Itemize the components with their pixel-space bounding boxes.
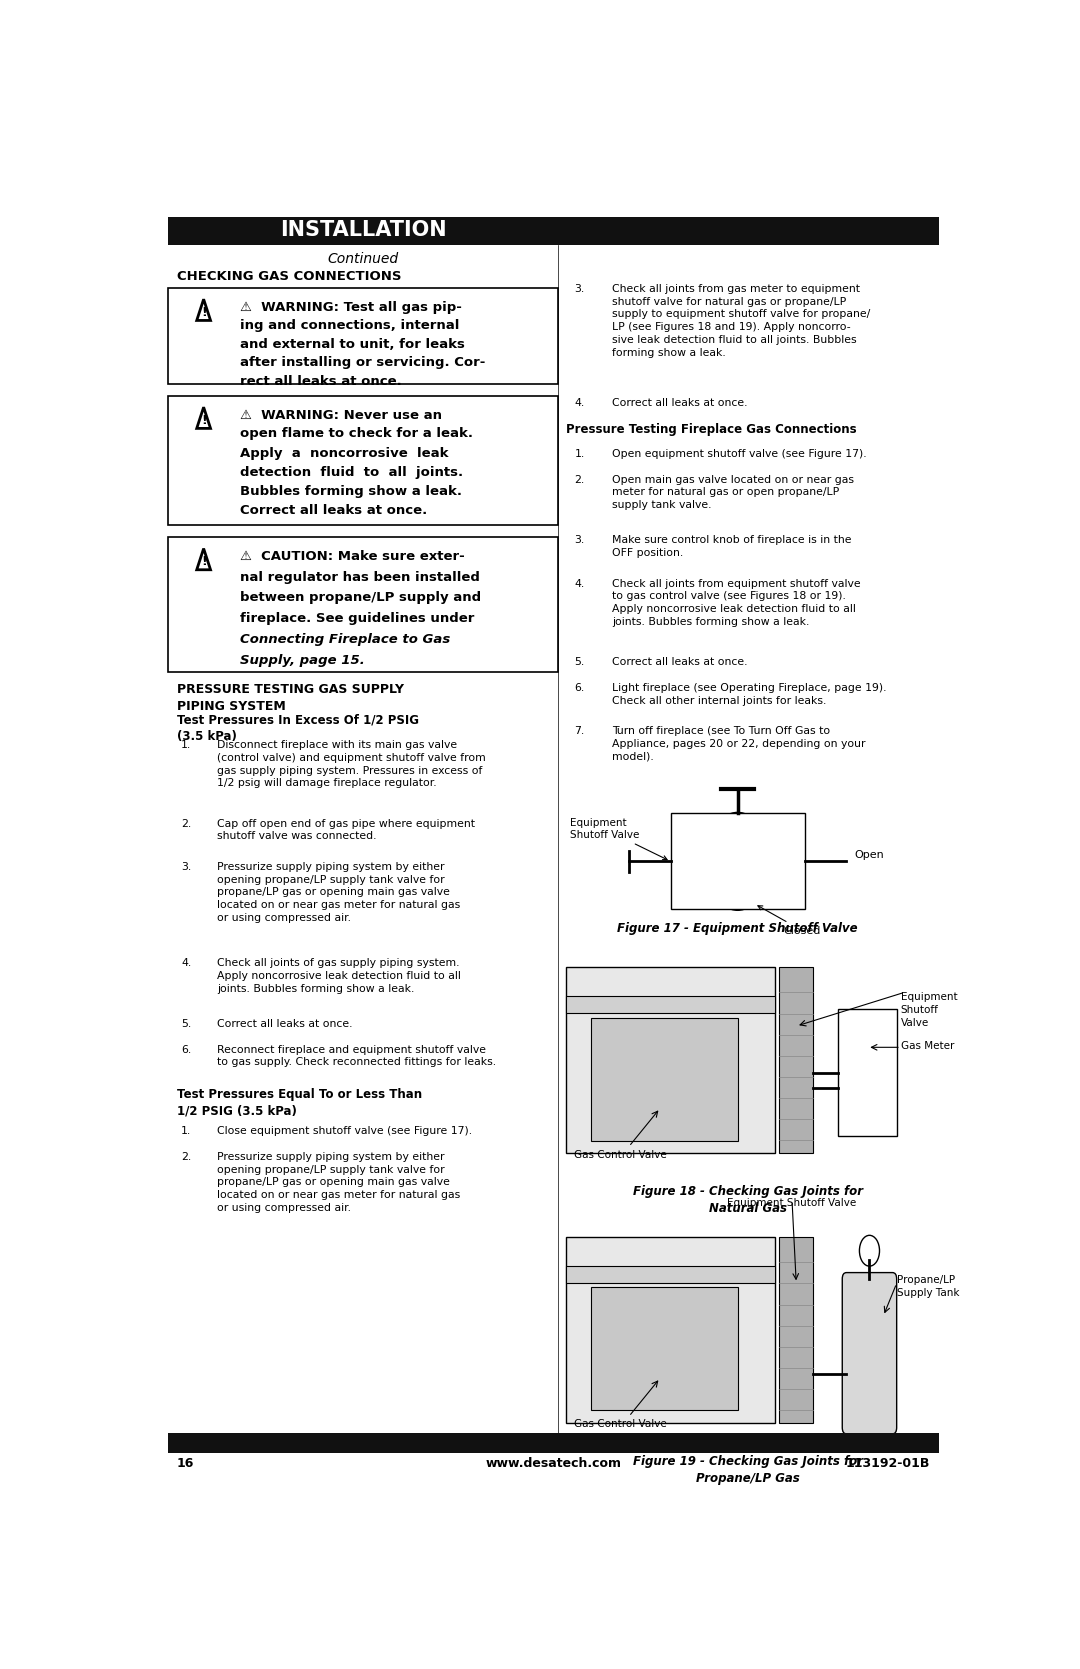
Text: ⚠  WARNING: Never use an: ⚠ WARNING: Never use an: [240, 409, 442, 422]
Text: Equipment Shutoff Valve: Equipment Shutoff Valve: [728, 1198, 856, 1208]
FancyBboxPatch shape: [566, 1237, 775, 1424]
Text: Apply  a  noncorrosive  leak: Apply a noncorrosive leak: [240, 447, 448, 459]
Text: Check all joints of gas supply piping system.
Apply noncorrosive leak detection : Check all joints of gas supply piping sy…: [217, 958, 461, 993]
Text: !: !: [201, 414, 206, 427]
Text: 6.: 6.: [575, 683, 584, 693]
Text: Figure 18 - Checking Gas Joints for
Natural Gas: Figure 18 - Checking Gas Joints for Natu…: [633, 1185, 863, 1215]
FancyBboxPatch shape: [671, 813, 805, 910]
Text: CHECKING GAS CONNECTIONS: CHECKING GAS CONNECTIONS: [177, 270, 402, 282]
Text: Gas Meter: Gas Meter: [901, 1041, 955, 1051]
Text: PRESSURE TESTING GAS SUPPLY
PIPING SYSTEM: PRESSURE TESTING GAS SUPPLY PIPING SYSTE…: [177, 684, 404, 713]
Text: Cap off open end of gas pipe where equipment
shutoff valve was connected.: Cap off open end of gas pipe where equip…: [217, 819, 475, 841]
FancyBboxPatch shape: [168, 1432, 939, 1454]
Text: Turn off fireplace (see To Turn Off Gas to
Appliance, pages 20 or 22, depending : Turn off fireplace (see To Turn Off Gas …: [612, 726, 865, 761]
FancyBboxPatch shape: [168, 537, 557, 673]
Text: Pressurize supply piping system by either
opening propane/LP supply tank valve f: Pressurize supply piping system by eithe…: [217, 861, 460, 923]
Text: Figure 17 - Equipment Shutoff Valve: Figure 17 - Equipment Shutoff Valve: [618, 921, 858, 935]
Text: Figure 19 - Checking Gas Joints for
Propane/LP Gas: Figure 19 - Checking Gas Joints for Prop…: [633, 1455, 863, 1485]
Text: Pressurize supply piping system by either
opening propane/LP supply tank valve f: Pressurize supply piping system by eithe…: [217, 1152, 460, 1213]
Text: Close equipment shutoff valve (see Figure 17).: Close equipment shutoff valve (see Figur…: [217, 1127, 472, 1137]
Text: 1.: 1.: [181, 1127, 191, 1137]
Text: Propane/LP
Supply Tank: Propane/LP Supply Tank: [896, 1275, 959, 1297]
Text: 5.: 5.: [181, 1020, 191, 1030]
Text: 16: 16: [177, 1457, 194, 1470]
FancyBboxPatch shape: [591, 1287, 738, 1410]
Text: 113192-01B: 113192-01B: [846, 1457, 930, 1470]
Text: Correct all leaks at once.: Correct all leaks at once.: [612, 397, 747, 407]
Text: 4.: 4.: [575, 397, 584, 407]
Text: fireplace. See guidelines under: fireplace. See guidelines under: [240, 613, 474, 626]
Text: Make sure control knob of fireplace is in the
OFF position.: Make sure control knob of fireplace is i…: [612, 536, 852, 557]
Text: www.desatech.com: www.desatech.com: [486, 1457, 621, 1470]
Text: 4.: 4.: [181, 958, 191, 968]
Text: Bubbles forming show a leak.: Bubbles forming show a leak.: [240, 484, 461, 497]
FancyBboxPatch shape: [566, 996, 775, 1013]
Text: ⚠  WARNING: Test all gas pip-: ⚠ WARNING: Test all gas pip-: [240, 300, 461, 314]
Text: !: !: [201, 305, 206, 319]
Text: Light fireplace (see Operating Fireplace, page 19).
Check all other internal joi: Light fireplace (see Operating Fireplace…: [612, 683, 887, 706]
Text: ⚠  CAUTION: Make sure exter-: ⚠ CAUTION: Make sure exter-: [240, 549, 464, 562]
Text: Open main gas valve located on or near gas
meter for natural gas or open propane: Open main gas valve located on or near g…: [612, 474, 854, 511]
Text: 2.: 2.: [575, 474, 584, 484]
FancyBboxPatch shape: [838, 1010, 896, 1137]
Text: Equipment
Shutoff
Valve: Equipment Shutoff Valve: [901, 993, 958, 1028]
Text: Check all joints from equipment shutoff valve
to gas control valve (see Figures : Check all joints from equipment shutoff …: [612, 579, 861, 628]
Text: Disconnect fireplace with its main gas valve
(control valve) and equipment shuto: Disconnect fireplace with its main gas v…: [217, 739, 486, 788]
Text: Gas Control Valve: Gas Control Valve: [575, 1150, 667, 1160]
Text: Test Pressures Equal To or Less Than
1/2 PSIG (3.5 kPa): Test Pressures Equal To or Less Than 1/2…: [177, 1088, 422, 1117]
Text: Pressure Testing Fireplace Gas Connections: Pressure Testing Fireplace Gas Connectio…: [566, 424, 856, 436]
Text: open flame to check for a leak.: open flame to check for a leak.: [240, 427, 473, 441]
FancyBboxPatch shape: [168, 217, 939, 245]
Circle shape: [706, 813, 769, 910]
Text: Connecting Fireplace to Gas: Connecting Fireplace to Gas: [240, 633, 450, 646]
Text: nal regulator has been installed: nal regulator has been installed: [240, 571, 480, 584]
Text: Check all joints from gas meter to equipment
shutoff valve for natural gas or pr: Check all joints from gas meter to equip…: [612, 284, 870, 357]
Text: between propane/LP supply and: between propane/LP supply and: [240, 591, 481, 604]
Text: 6.: 6.: [181, 1045, 191, 1055]
FancyBboxPatch shape: [780, 1237, 813, 1424]
Text: 7.: 7.: [575, 726, 584, 736]
FancyBboxPatch shape: [842, 1272, 896, 1434]
Text: rect all leaks at once.: rect all leaks at once.: [240, 376, 402, 389]
Text: Correct all leaks at once.: Correct all leaks at once.: [612, 658, 747, 668]
Text: Test Pressures In Excess Of 1/2 PSIG
(3.5 kPa): Test Pressures In Excess Of 1/2 PSIG (3.…: [177, 713, 419, 743]
Text: after installing or servicing. Cor-: after installing or servicing. Cor-: [240, 357, 485, 369]
Text: Equipment
Shutoff Valve: Equipment Shutoff Valve: [570, 818, 667, 860]
Text: Closed: Closed: [758, 906, 821, 936]
Text: and external to unit, for leaks: and external to unit, for leaks: [240, 337, 464, 350]
Text: detection  fluid  to  all  joints.: detection fluid to all joints.: [240, 466, 462, 479]
Circle shape: [860, 1235, 879, 1267]
FancyBboxPatch shape: [591, 1018, 738, 1140]
FancyBboxPatch shape: [168, 396, 557, 526]
Text: 1.: 1.: [575, 449, 584, 459]
Text: Open: Open: [855, 850, 885, 860]
Text: !: !: [201, 556, 206, 567]
Text: Correct all leaks at once.: Correct all leaks at once.: [240, 504, 427, 517]
Text: ing and connections, internal: ing and connections, internal: [240, 319, 459, 332]
FancyBboxPatch shape: [566, 966, 775, 1153]
Text: Reconnect fireplace and equipment shutoff valve
to gas supply. Check reconnected: Reconnect fireplace and equipment shutof…: [217, 1045, 496, 1068]
Text: Continued: Continued: [327, 252, 399, 265]
Text: 2.: 2.: [181, 1152, 191, 1162]
Text: 4.: 4.: [575, 579, 584, 589]
FancyBboxPatch shape: [566, 1267, 775, 1283]
Text: Open equipment shutoff valve (see Figure 17).: Open equipment shutoff valve (see Figure…: [612, 449, 867, 459]
Text: INSTALLATION: INSTALLATION: [280, 220, 446, 240]
Text: Gas Control Valve: Gas Control Valve: [575, 1419, 667, 1429]
FancyBboxPatch shape: [168, 287, 557, 384]
Circle shape: [720, 834, 755, 888]
Text: Supply, page 15.: Supply, page 15.: [240, 654, 364, 668]
Text: 3.: 3.: [575, 284, 584, 294]
Text: 1.: 1.: [181, 739, 191, 749]
Text: Correct all leaks at once.: Correct all leaks at once.: [217, 1020, 352, 1030]
Text: 3.: 3.: [575, 536, 584, 546]
Text: 5.: 5.: [575, 658, 584, 668]
Text: 3.: 3.: [181, 861, 191, 871]
FancyBboxPatch shape: [780, 966, 813, 1153]
Text: 2.: 2.: [181, 819, 191, 829]
